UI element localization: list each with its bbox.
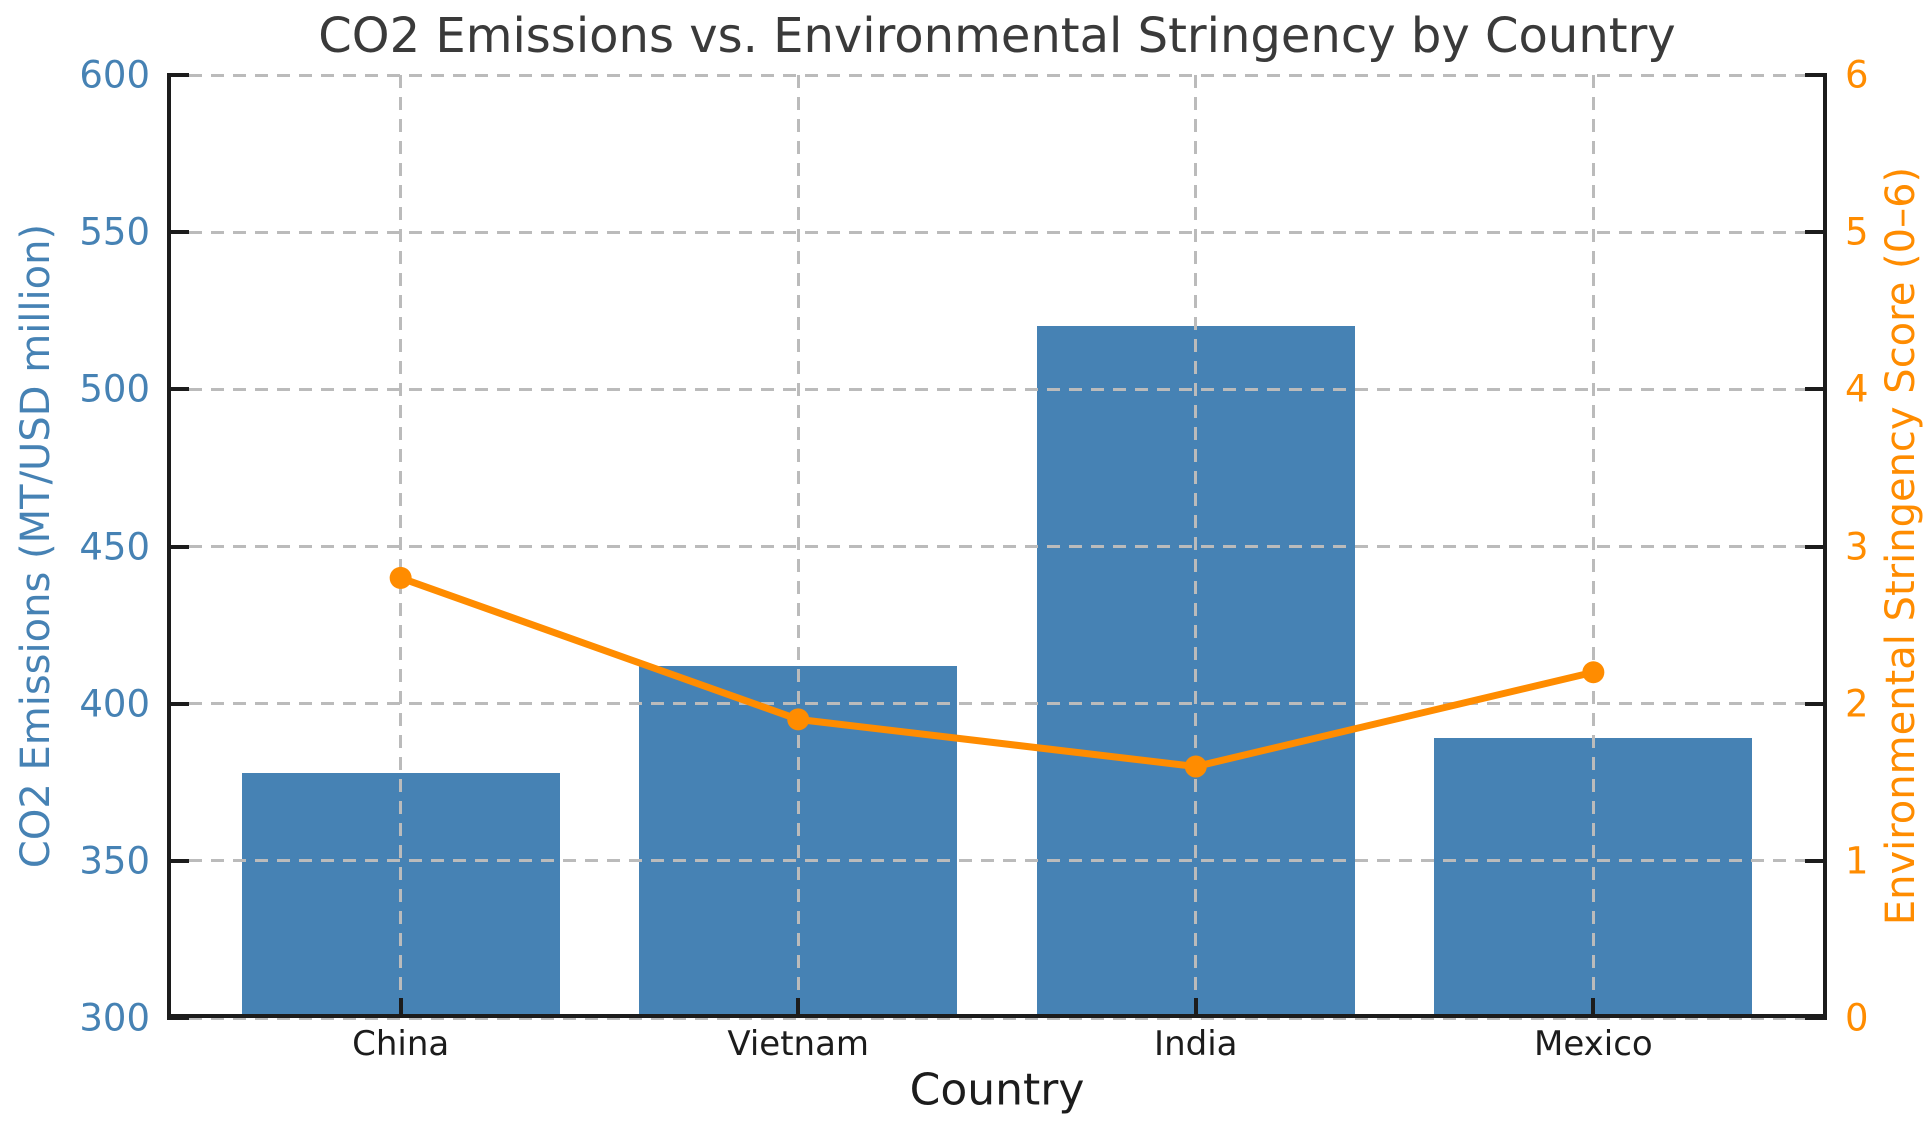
x-axis-label: Country <box>909 1064 1085 1116</box>
bottom-spine <box>167 1014 1827 1018</box>
gridline-h-550 <box>167 230 1827 234</box>
gridline-h-350 <box>167 859 1827 863</box>
x-tick-label-china: China <box>352 1024 450 1064</box>
plot-area <box>167 73 1827 1020</box>
y-tick-label-right-3: 3 <box>1845 525 1869 568</box>
y-tick-left-400 <box>167 701 189 706</box>
x-tick-label-india: India <box>1154 1024 1238 1064</box>
y-tick-right-3 <box>1805 544 1827 549</box>
y-axis-label-left: CO2 Emissions (MT/USD million) <box>13 223 59 869</box>
y-tick-right-2 <box>1805 701 1827 706</box>
y-tick-right-0 <box>1805 1016 1827 1020</box>
gridline-h-600 <box>167 73 1827 77</box>
left-spine <box>167 75 171 1018</box>
y-tick-label-right-4: 4 <box>1845 367 1869 411</box>
gridline-v-china <box>399 75 403 1018</box>
right-spine <box>1823 75 1827 1018</box>
line-layer <box>389 566 1605 778</box>
y-tick-label-right-2: 2 <box>1845 682 1869 726</box>
line-marker-india <box>1184 755 1207 778</box>
ticks-layer <box>167 73 1827 1020</box>
y-tick-right-1 <box>1805 858 1827 863</box>
gridline-v-india <box>1194 75 1198 1018</box>
y-tick-right-6 <box>1805 73 1827 77</box>
y-tick-label-right-0: 0 <box>1845 996 1869 1040</box>
y-tick-left-600 <box>167 73 189 77</box>
x-tick-india <box>1193 998 1198 1018</box>
y-tick-label-right-6: 6 <box>1845 53 1869 97</box>
x-tick-vietnam <box>796 998 801 1018</box>
gridline-v-vietnam <box>796 75 800 1018</box>
y-tick-left-300 <box>167 1016 189 1020</box>
x-tick-label-mexico: Mexico <box>1533 1024 1653 1064</box>
stringency-line <box>397 574 1597 771</box>
gridline-h-500 <box>167 387 1827 391</box>
grid-layer <box>167 73 1827 1020</box>
y-tick-left-500 <box>167 387 189 392</box>
y-tick-label-left-600: 600 <box>79 53 150 97</box>
line-marker-mexico <box>1582 661 1605 684</box>
gridline-v-mexico <box>1591 75 1595 1018</box>
y-tick-label-right-1: 1 <box>1845 839 1869 883</box>
gridline-h-300 <box>167 1016 1827 1020</box>
y-tick-label-right-5: 5 <box>1845 210 1869 254</box>
y-tick-left-550 <box>167 230 189 235</box>
y-tick-left-450 <box>167 544 189 549</box>
chart-title: CO2 Emissions vs. Environmental Stringen… <box>318 8 1676 64</box>
x-tick-mexico <box>1591 998 1596 1018</box>
y-axis-label-right: Environmental Stringency Score (0–6) <box>1878 166 1924 926</box>
y-tick-left-350 <box>167 858 189 863</box>
x-tick-china <box>398 998 403 1018</box>
x-tick-label-vietnam: Vietnam <box>727 1024 870 1064</box>
line-marker-vietnam <box>787 708 810 731</box>
y-tick-right-5 <box>1805 230 1827 235</box>
y-tick-label-left-300: 300 <box>79 996 150 1040</box>
gridline-h-450 <box>167 545 1827 548</box>
gridline-h-400 <box>167 702 1827 706</box>
line-marker-china <box>389 566 412 589</box>
y-tick-right-4 <box>1805 387 1827 392</box>
